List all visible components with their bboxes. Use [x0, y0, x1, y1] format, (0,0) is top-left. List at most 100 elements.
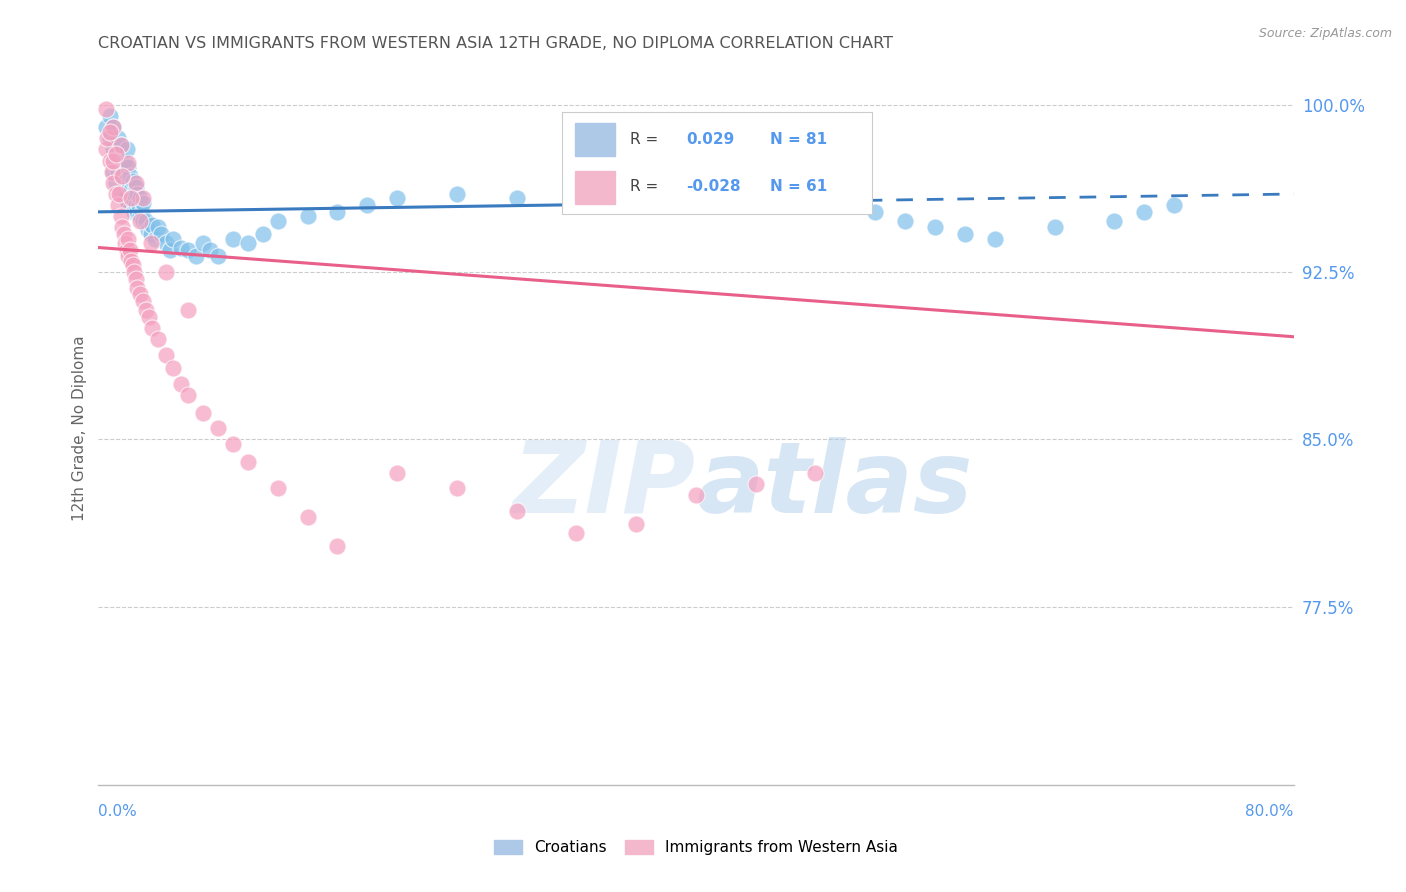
Point — [139, 235, 162, 250]
Text: CROATIAN VS IMMIGRANTS FROM WESTERN ASIA 12TH GRADE, NO DIPLOMA CORRELATION CHAR: CROATIAN VS IMMIGRANTS FROM WESTERN ASIA… — [98, 36, 893, 51]
Point — [135, 213, 157, 227]
Point — [110, 187, 132, 202]
Point — [136, 222, 159, 236]
Point — [129, 287, 152, 301]
Point — [200, 243, 222, 257]
Point — [118, 243, 141, 257]
Point — [114, 192, 136, 206]
Point — [125, 271, 148, 285]
Point — [94, 102, 117, 116]
Point — [326, 539, 349, 553]
Point — [117, 249, 139, 263]
Point — [127, 187, 149, 202]
Point — [132, 195, 155, 210]
Point — [124, 187, 146, 202]
Point — [124, 204, 146, 219]
Point — [446, 481, 468, 495]
Point — [114, 173, 136, 187]
Point — [98, 124, 122, 138]
Point — [127, 204, 149, 219]
Point — [191, 235, 214, 250]
Point — [132, 213, 155, 227]
Bar — [575, 123, 614, 155]
Point — [105, 153, 128, 168]
Point — [356, 198, 378, 212]
Point — [222, 231, 245, 245]
Text: 0.029: 0.029 — [686, 132, 734, 146]
Point — [120, 253, 142, 268]
Point — [103, 142, 125, 156]
Text: 80.0%: 80.0% — [1246, 805, 1294, 819]
Point — [162, 360, 184, 375]
Point — [115, 243, 138, 257]
Point — [297, 209, 319, 223]
Point — [103, 153, 125, 168]
Point — [141, 320, 163, 334]
Point — [114, 235, 136, 250]
Bar — [575, 171, 614, 204]
Point — [111, 220, 134, 235]
Point — [107, 198, 129, 212]
Point — [138, 310, 160, 324]
Point — [120, 182, 142, 196]
Point — [110, 169, 132, 183]
Text: 0.0%: 0.0% — [98, 805, 138, 819]
Point — [131, 204, 153, 219]
Point — [132, 192, 155, 206]
Point — [127, 280, 149, 294]
Point — [169, 376, 191, 391]
Point — [117, 178, 139, 192]
Point — [139, 227, 162, 241]
Point — [103, 120, 125, 134]
Point — [132, 293, 155, 308]
Point — [177, 302, 200, 317]
Point — [177, 243, 200, 257]
Point — [155, 235, 177, 250]
Point — [236, 235, 259, 250]
Point — [804, 192, 827, 206]
Point — [924, 220, 946, 235]
Point — [169, 240, 191, 254]
Point — [108, 187, 131, 202]
Point — [159, 243, 181, 257]
Point — [124, 265, 146, 279]
Point — [184, 249, 207, 263]
Point — [162, 231, 184, 245]
Point — [236, 454, 259, 468]
Point — [105, 146, 128, 161]
Point — [207, 421, 229, 435]
Point — [624, 192, 647, 206]
Text: R =: R = — [630, 132, 658, 146]
Point — [105, 176, 128, 190]
Y-axis label: 12th Grade, No Diploma: 12th Grade, No Diploma — [72, 335, 87, 521]
Point — [1133, 204, 1156, 219]
Point — [98, 109, 122, 123]
Point — [624, 516, 647, 531]
Point — [117, 160, 139, 174]
Point — [150, 227, 173, 241]
Text: -0.028: -0.028 — [686, 179, 741, 194]
Point — [117, 195, 139, 210]
Point — [326, 204, 349, 219]
Text: R =: R = — [630, 179, 664, 194]
Point — [112, 227, 135, 241]
Point — [267, 213, 290, 227]
Point — [865, 204, 887, 219]
Point — [107, 131, 129, 145]
Text: ZIP: ZIP — [513, 437, 696, 533]
Point — [207, 249, 229, 263]
Point — [121, 192, 143, 206]
Point — [128, 198, 150, 212]
Point — [110, 137, 132, 152]
Point — [1163, 198, 1185, 212]
Point — [148, 220, 170, 235]
Point — [110, 153, 132, 168]
Point — [110, 209, 132, 223]
Point — [222, 436, 245, 450]
Point — [118, 169, 141, 183]
Point — [804, 466, 827, 480]
Point — [121, 173, 143, 187]
Point — [125, 198, 148, 212]
Point — [143, 231, 166, 245]
Point — [112, 160, 135, 174]
